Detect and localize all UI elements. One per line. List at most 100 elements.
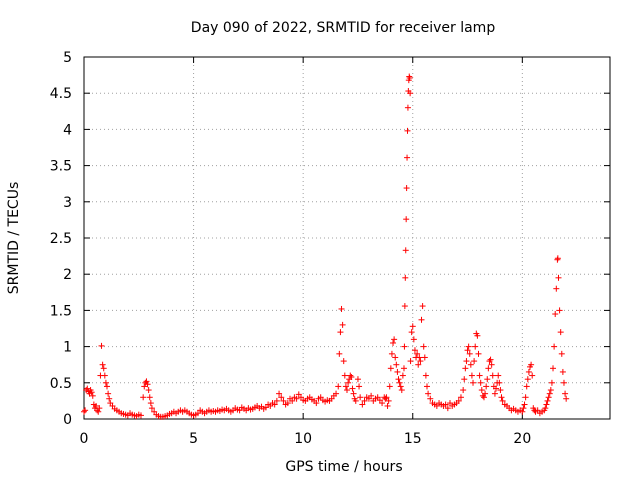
data-point	[293, 395, 300, 402]
data-point	[88, 389, 95, 396]
data-point	[99, 361, 106, 368]
data-point	[101, 372, 108, 379]
axis-ticks: 0 5 10 15 20 0 0.5 1 1.5 2 2.5 3 3.5 4 4.5 5	[50, 50, 610, 447]
data-point	[383, 394, 390, 401]
data-point	[361, 397, 368, 404]
data-point	[386, 383, 393, 390]
data-point	[543, 401, 550, 408]
data-point	[477, 379, 484, 386]
data-point	[392, 354, 399, 361]
data-point	[550, 365, 557, 372]
data-point	[345, 379, 352, 386]
data-point	[404, 154, 411, 161]
data-point	[379, 400, 386, 407]
data-point	[472, 343, 479, 350]
data-point	[529, 372, 536, 379]
data-point	[400, 365, 407, 372]
data-point	[280, 397, 287, 404]
data-point	[401, 343, 408, 350]
data-point	[427, 395, 434, 402]
data-point	[273, 397, 280, 404]
data-point	[421, 354, 428, 361]
data-point	[460, 387, 467, 394]
data-point	[395, 376, 402, 383]
data-point	[520, 405, 527, 412]
data-point	[407, 90, 414, 97]
data-point	[457, 394, 464, 401]
data-point	[391, 336, 398, 343]
data-point	[559, 368, 566, 375]
chart-title: Day 090 of 2022, SRMTID for receiver lam…	[191, 20, 496, 36]
data-point	[384, 402, 391, 409]
data-point	[483, 383, 490, 390]
data-point	[146, 394, 153, 401]
data-point	[387, 365, 394, 372]
data-point	[466, 350, 473, 357]
data-point	[478, 387, 485, 394]
data-point	[525, 368, 532, 375]
data-point	[444, 405, 451, 412]
y-tick-label: 1	[63, 340, 72, 356]
data-point	[409, 323, 416, 330]
data-point	[468, 372, 475, 379]
x-tick-label: 5	[189, 431, 198, 447]
data-point	[475, 350, 482, 357]
data-point	[81, 408, 87, 415]
data-point	[342, 383, 349, 390]
data-point	[89, 392, 96, 399]
y-tick-label: 5	[63, 50, 72, 66]
data-point	[522, 394, 529, 401]
data-point	[357, 394, 364, 401]
data-point	[563, 395, 570, 402]
data-point	[486, 358, 493, 365]
data-point	[404, 127, 411, 134]
data-point	[521, 401, 528, 408]
y-tick-label: 2.5	[50, 231, 72, 247]
data-point	[422, 372, 429, 379]
data-point	[102, 379, 109, 386]
data-point	[553, 285, 560, 292]
data-points	[81, 73, 570, 420]
data-point	[464, 347, 471, 354]
data-point	[344, 387, 350, 394]
data-point	[396, 379, 403, 386]
data-point	[84, 385, 91, 392]
data-point	[528, 361, 535, 368]
data-point	[337, 329, 344, 336]
data-point	[556, 307, 563, 314]
data-point	[147, 400, 154, 407]
data-point	[354, 376, 361, 383]
y-tick-label: 2	[63, 267, 72, 283]
data-point	[403, 185, 410, 192]
data-point	[557, 329, 564, 336]
data-point	[339, 321, 346, 328]
data-point	[289, 397, 296, 404]
y-tick-label: 4	[63, 122, 72, 138]
data-point	[407, 358, 414, 365]
data-point	[98, 342, 105, 349]
data-point	[484, 376, 491, 383]
data-point	[100, 365, 107, 372]
x-axis-label: GPS time / hours	[285, 459, 402, 475]
data-point	[141, 383, 148, 390]
data-point	[399, 372, 406, 379]
data-point	[497, 387, 504, 394]
data-point	[336, 350, 343, 357]
data-point	[144, 381, 151, 388]
data-point	[284, 400, 291, 407]
y-tick-label: 4.5	[50, 86, 72, 102]
data-point	[551, 343, 558, 350]
data-point	[382, 395, 389, 402]
data-point	[498, 394, 505, 401]
data-point	[356, 383, 363, 390]
data-point	[406, 74, 413, 81]
data-point	[523, 383, 530, 390]
data-point	[470, 379, 477, 386]
data-point	[82, 407, 89, 414]
data-point	[544, 397, 551, 404]
y-tick-label: 0	[63, 412, 72, 428]
data-point	[105, 390, 112, 397]
data-point	[417, 358, 424, 365]
grid	[84, 57, 610, 419]
